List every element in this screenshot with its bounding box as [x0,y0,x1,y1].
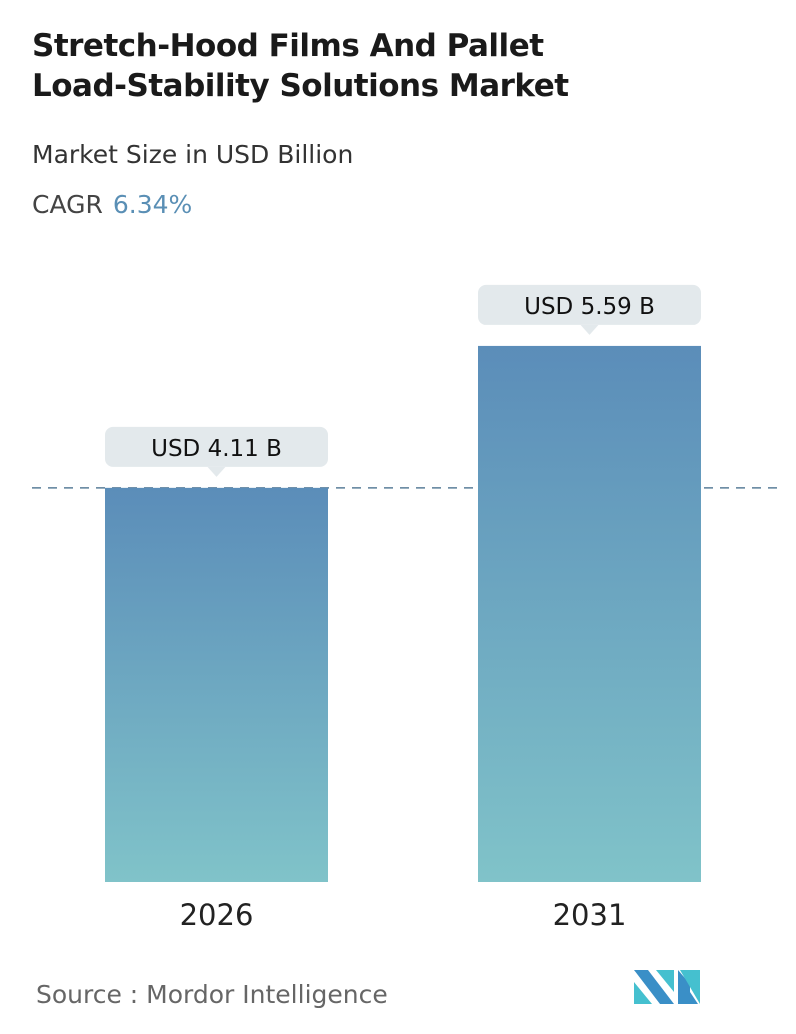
data-label: USD 4.11 B [151,436,282,462]
bar-2031 [478,345,701,882]
mordor-intelligence-logo [634,970,700,1004]
title-line-1: Stretch-Hood Films And Pallet [32,28,544,64]
source-text: Source : Mordor Intelligence [36,980,388,1009]
cagr-label: CAGR [32,190,103,219]
bar-2026 [105,487,328,882]
title-line-2: Load-Stability Solutions Market [32,68,569,104]
chart-subtitle: Market Size in USD Billion [32,140,354,169]
data-label-pointer [580,324,599,335]
data-label: USD 5.59 B [524,294,655,320]
cagr: CAGR 6.34% [32,190,192,219]
x-tick-label: 2031 [553,898,627,932]
x-tick-label: 2026 [180,898,254,932]
data-label-pointer [207,466,226,477]
chart-title: Stretch-Hood Films And Pallet Load-Stabi… [32,26,569,106]
data-label-box [478,284,701,325]
data-label-box [105,426,328,467]
cagr-value: 6.34% [112,190,193,219]
